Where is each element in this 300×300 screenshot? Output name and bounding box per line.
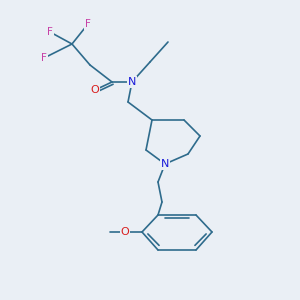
Text: F: F	[85, 19, 91, 29]
Text: F: F	[47, 27, 53, 37]
Text: O: O	[91, 85, 99, 95]
Text: F: F	[41, 53, 47, 63]
Text: N: N	[161, 159, 169, 169]
Text: N: N	[128, 77, 136, 87]
Text: O: O	[121, 227, 129, 237]
